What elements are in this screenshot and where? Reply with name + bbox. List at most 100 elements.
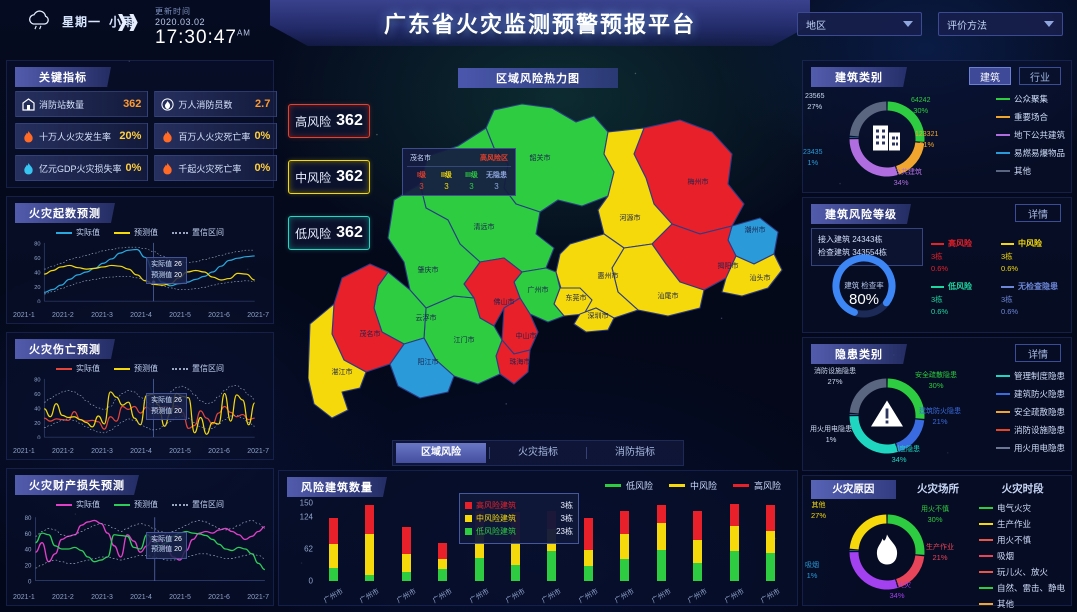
bar-column[interactable] — [583, 518, 593, 581]
map-tab-2[interactable]: 消防指标 — [615, 447, 655, 458]
donut-slice[interactable] — [849, 378, 887, 414]
danger-legend-item[interactable]: 建筑防火隐患 — [995, 388, 1065, 400]
building-legend-item[interactable]: 易燃易爆物品 — [995, 147, 1065, 159]
bar-column[interactable] — [620, 510, 630, 581]
risk-button-0[interactable]: 高风险 362 — [288, 104, 370, 138]
bar-column[interactable] — [438, 542, 448, 581]
bar-x-label: 广州市 — [760, 588, 782, 605]
building-type-donut[interactable]: 23565 27% 64242 30% 123321 21% 23435 1% … — [803, 87, 967, 191]
hidden-danger-donut[interactable]: 消防设施隐患 27% 安全疏散隐患 30% 建筑防火隐患 21% 用火用电隐患 … — [807, 364, 967, 468]
legend-item[interactable]: 预测值 — [114, 499, 158, 510]
legend-item[interactable]: 实际值 — [56, 227, 100, 238]
building-risk-detail-button[interactable]: 详情 — [1015, 204, 1061, 222]
kpi-item[interactable]: 千起火灾死亡率 0% — [154, 155, 278, 181]
guangdong-map[interactable]: 韶关市 清远市 河源市 梅州市 潮州市 揭阳市 汕头市 汕尾市 惠州市 东莞市 深圳市 广州市 佛山市中… — [307, 92, 798, 422]
fire-station-icon — [22, 97, 35, 111]
building-type-tab-1[interactable]: 行业 — [1019, 67, 1061, 85]
y-tick: 0 — [28, 578, 32, 585]
donut-slice[interactable] — [895, 419, 925, 452]
risk-legend-cell[interactable]: 低风险 3栋 0.6% — [931, 281, 995, 316]
hidden-danger-detail-button[interactable]: 详情 — [1015, 344, 1061, 362]
region-risk-map[interactable]: 区域风险热力图 高风险 362 中风险 362 低风险 362 — [278, 54, 798, 466]
risk-legend-cell[interactable]: 无检查隐患 3栋 0.6% — [1001, 281, 1065, 316]
legend-item[interactable]: 置信区间 — [172, 227, 224, 238]
cause-legend-item[interactable]: 自然、雷击、静电 — [978, 582, 1065, 594]
cause-legend-item[interactable]: 吸烟 — [978, 550, 1065, 562]
kpi-value: 0% — [254, 130, 271, 142]
legend-item[interactable]: 置信区间 — [172, 499, 224, 510]
kpi-item[interactable]: 消防站数量 362 — [15, 91, 149, 117]
weekday-label: 星期一 — [62, 14, 102, 29]
evaluation-method-select[interactable]: 评价方法 — [938, 12, 1063, 36]
bar-y-tick: 150 — [299, 498, 313, 508]
chart2-title: 火灾伤亡预测 — [15, 339, 115, 359]
danger-legend-item[interactable]: 用火用电隐患 — [995, 442, 1065, 454]
building-legend-item[interactable]: 其他 — [995, 165, 1065, 177]
cause-legend-item[interactable]: 其他 — [978, 598, 1065, 610]
danger-legend-item[interactable]: 安全疏散隐患 — [995, 406, 1065, 418]
danger-legend-swatch — [995, 429, 1010, 431]
kpi-item[interactable]: 亿元GDP火灾损失率 0% — [15, 155, 149, 181]
legend-item[interactable]: 实际值 — [56, 363, 100, 374]
donut-slice[interactable] — [887, 101, 925, 142]
donut-slice[interactable] — [895, 142, 925, 175]
risk-button-value: 362 — [336, 112, 363, 129]
legend-item[interactable]: 置信区间 — [172, 363, 224, 374]
kpi-item[interactable]: 万人消防员数 2.7 — [154, 91, 278, 117]
donut-slice[interactable] — [849, 514, 887, 550]
fire-cause-donut[interactable]: 其他 27% 用火不慎 30% 生产作业 21% 吸烟 1% 电气火灾 34% — [805, 500, 967, 604]
bar-column[interactable] — [766, 505, 776, 581]
risk-button-1[interactable]: 中风险 362 — [288, 160, 370, 194]
risk-legend-cell[interactable]: 中风险 3栋 0.6% — [1001, 238, 1065, 273]
map-region-yangjiang — [389, 337, 455, 399]
danger-legend-item[interactable]: 管理制度隐患 — [995, 370, 1065, 382]
donut-slice[interactable] — [849, 138, 898, 177]
donut-slice[interactable] — [849, 551, 898, 590]
building-legend-item[interactable]: 重要场合 — [995, 111, 1065, 123]
building-type-tab-0[interactable]: 建筑 — [969, 67, 1011, 85]
donut-slice[interactable] — [895, 555, 925, 588]
kpi-item[interactable]: 百万人火灾死亡率 0% — [154, 123, 278, 149]
building-legend-item[interactable]: 地下公共建筑 — [995, 129, 1065, 141]
fire-cause-tab-2[interactable]: 火灾时段 — [1001, 483, 1044, 495]
chart1-title: 火灾起数预测 — [15, 203, 115, 223]
danger-label-facility: 消防设施隐患 27% — [803, 368, 867, 386]
map-tooltip-cell-value: 3 — [494, 182, 499, 191]
bar-column[interactable] — [693, 510, 703, 581]
bar-column[interactable] — [729, 504, 739, 581]
building-legend-item[interactable]: 公众聚集 — [995, 93, 1065, 105]
danger-management-name: 管理制度隐患 — [878, 446, 920, 453]
series-line — [44, 414, 255, 434]
legend-item[interactable]: 预测值 — [114, 363, 158, 374]
cause-legend-item[interactable]: 电气火灾 — [978, 502, 1065, 514]
map-tab-0[interactable]: 区域风险 — [396, 443, 486, 463]
kpi-item[interactable]: 十万人火灾发生率 20% — [15, 123, 149, 149]
legend-item[interactable]: 预测值 — [114, 227, 158, 238]
risk-button-2[interactable]: 低风险 362 — [288, 216, 370, 250]
bar-column[interactable] — [656, 505, 666, 581]
donut-slice[interactable] — [887, 514, 925, 555]
bar-segment — [474, 534, 484, 558]
legend-item[interactable]: 实际值 — [56, 499, 100, 510]
cause-legend-item[interactable]: 生产作业 — [978, 518, 1065, 530]
fire-cause-tab-0[interactable]: 火灾原因 — [811, 480, 896, 499]
danger-legend-item[interactable]: 消防设施隐患 — [995, 424, 1065, 436]
donut-slice[interactable] — [849, 415, 898, 454]
risk-legend-cell[interactable]: 高风险 3栋 0.6% — [931, 238, 995, 273]
bar-legend-item[interactable]: 低风险 — [604, 479, 653, 492]
bar-column[interactable] — [328, 518, 338, 581]
map-tooltip-head: 茂名市 高风险区 — [407, 152, 511, 167]
bar-column[interactable] — [401, 527, 411, 581]
donut-slice[interactable] — [887, 378, 925, 419]
cause-legend-item[interactable]: 玩儿火、放火 — [978, 566, 1065, 578]
bar-legend-item[interactable]: 高风险 — [732, 479, 781, 492]
building-legend-label: 重要场合 — [1013, 112, 1048, 122]
region-select[interactable]: 地区 — [797, 12, 922, 36]
cause-legend-item[interactable]: 用火不慎 — [978, 534, 1065, 546]
fire-cause-tab-1[interactable]: 火灾场所 — [917, 483, 959, 495]
bar-column[interactable] — [365, 505, 375, 581]
donut-slice[interactable] — [849, 101, 887, 137]
map-tab-1[interactable]: 火灾指标 — [518, 447, 558, 458]
bar-legend-item[interactable]: 中风险 — [668, 479, 717, 492]
